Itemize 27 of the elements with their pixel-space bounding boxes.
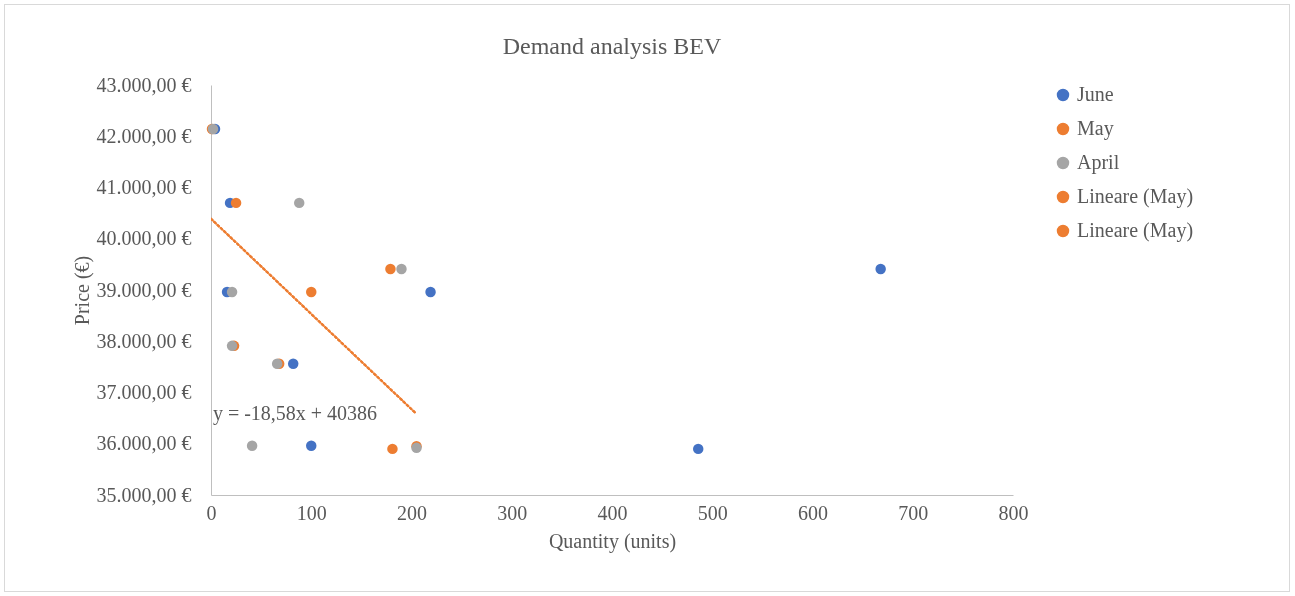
y-tick-label: 39.000,00 € <box>96 278 192 301</box>
x-tick-label: 300 <box>497 501 528 524</box>
y-tick-label: 37.000,00 € <box>96 381 192 403</box>
y-tick-label: 40.000,00 € <box>96 227 192 250</box>
y-tick-label: 41.000,00 € <box>96 176 192 198</box>
x-tick-label: 700 <box>898 501 929 524</box>
legend-label: May <box>1077 117 1114 140</box>
y-tick-label: 38.000,00 € <box>96 329 192 352</box>
y-axis-title: Price (€) <box>70 255 94 326</box>
legend-label: Lineare (May) <box>1077 185 1194 208</box>
x-tick-label: 100 <box>296 501 327 524</box>
x-tick-label: 600 <box>798 501 828 524</box>
y-tick-label: 35.000,00 € <box>96 483 192 506</box>
x-tick-label: 500 <box>697 501 728 524</box>
legend-label: April <box>1077 151 1120 174</box>
x-tick-label: 200 <box>397 501 427 524</box>
annotation: y = -18,58x + 40386 <box>212 402 378 425</box>
x-axis-title: Quantity (units) <box>548 529 677 553</box>
y-tick-label: 42.000,00 € <box>96 124 192 147</box>
legend-label: Lineare (May) <box>1077 219 1194 242</box>
x-tick-label: 800 <box>998 501 1029 524</box>
x-tick-label: 0 <box>206 501 217 524</box>
legend-label: June <box>1077 83 1114 105</box>
y-tick-label: 43.000,00 € <box>96 73 192 96</box>
chart-title: Demand analysis BEV <box>502 33 722 59</box>
x-tick-label: 400 <box>597 501 628 524</box>
y-tick-label: 36.000,00 € <box>96 432 192 455</box>
